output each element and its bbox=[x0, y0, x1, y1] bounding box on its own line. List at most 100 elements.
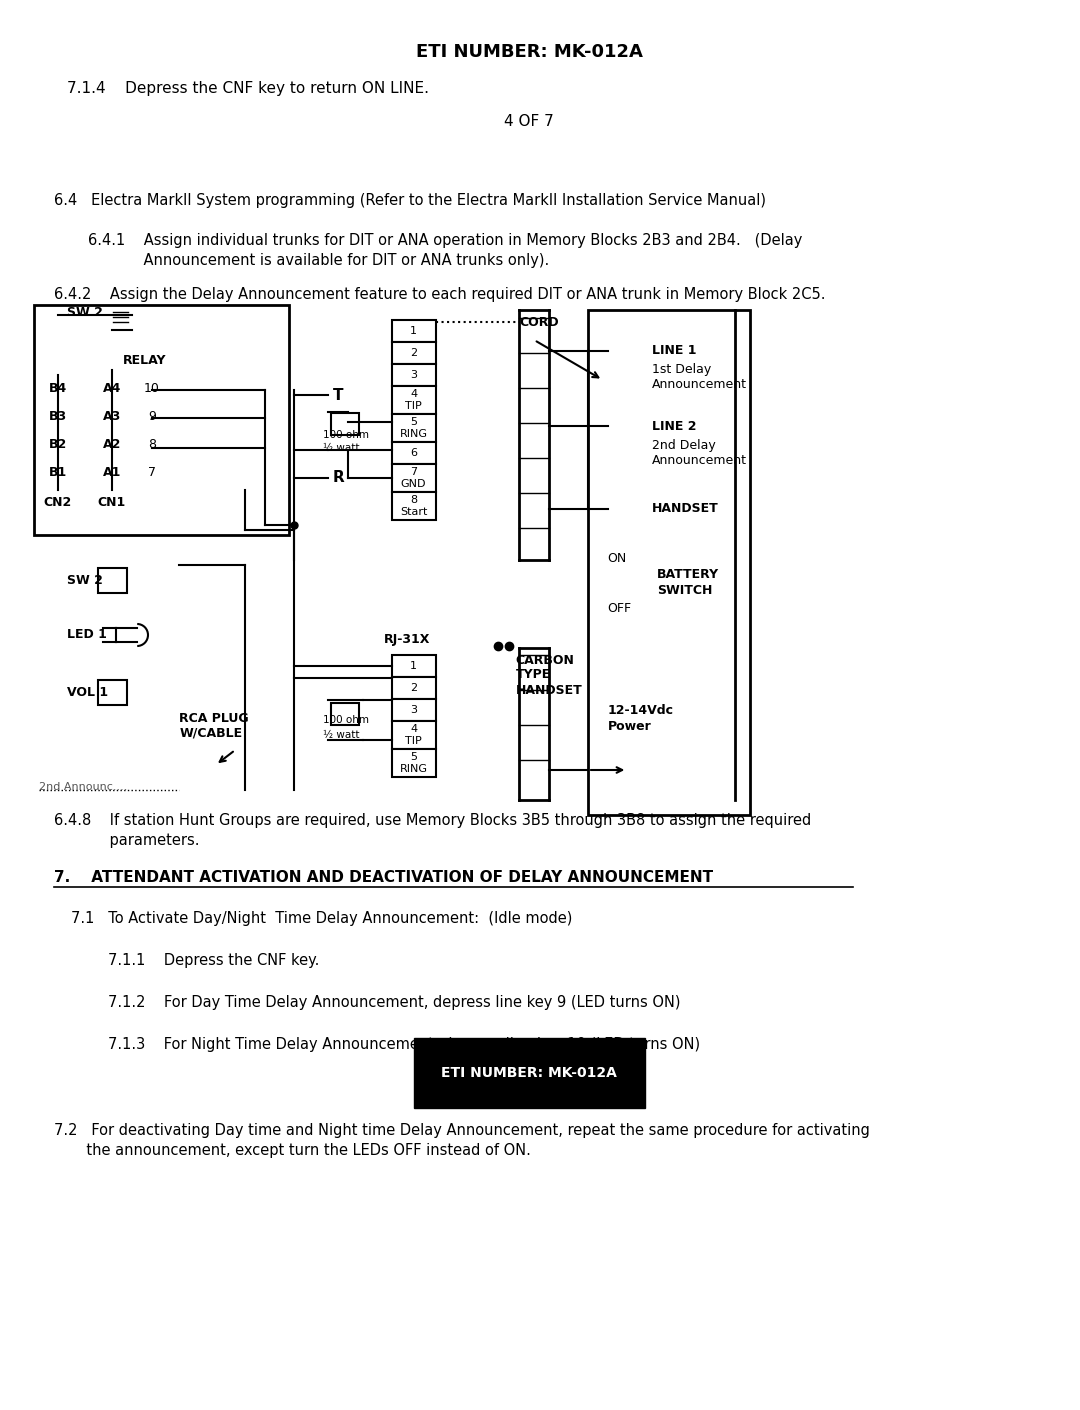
Text: 100 ohm: 100 ohm bbox=[323, 715, 369, 725]
Text: 2: 2 bbox=[410, 348, 417, 358]
Text: 7.2   For deactivating Day time and Night time Delay Announcement, repeat the sa: 7.2 For deactivating Day time and Night … bbox=[54, 1122, 869, 1138]
Text: 8: 8 bbox=[148, 439, 156, 451]
Text: 4
TIP: 4 TIP bbox=[405, 389, 422, 410]
Text: OFF: OFF bbox=[608, 602, 632, 615]
Text: BATTERY: BATTERY bbox=[657, 568, 719, 581]
Text: RCA PLUG: RCA PLUG bbox=[179, 712, 249, 725]
Text: A3: A3 bbox=[103, 410, 121, 423]
Text: RJ-31X: RJ-31X bbox=[383, 633, 430, 647]
Text: 6: 6 bbox=[410, 448, 417, 458]
Text: Announcement: Announcement bbox=[651, 454, 746, 467]
Text: 6.4.2    Assign the Delay Announcement feature to each required DIT or ANA trunk: 6.4.2 Assign the Delay Announcement feat… bbox=[54, 288, 825, 303]
Bar bbox=[392, 492, 436, 520]
Bar bbox=[332, 413, 359, 436]
Text: LINE 2: LINE 2 bbox=[651, 420, 697, 433]
Text: 7.1.3    For Night Time Delay Announcement, depress line key 10 (LED turns ON): 7.1.3 For Night Time Delay Announcement,… bbox=[108, 1036, 700, 1052]
Text: ON: ON bbox=[608, 551, 626, 564]
Text: CARBON: CARBON bbox=[515, 653, 575, 667]
Text: R: R bbox=[333, 471, 345, 485]
Text: 7.1.4    Depress the CNF key to return ON LINE.: 7.1.4 Depress the CNF key to return ON L… bbox=[67, 80, 429, 96]
Text: 10: 10 bbox=[144, 382, 160, 395]
Text: Power: Power bbox=[608, 719, 651, 733]
Text: 7.1   To Activate Day/Night  Time Delay Announcement:  (Idle mode): 7.1 To Activate Day/Night Time Delay Ann… bbox=[70, 911, 572, 925]
Text: SWITCH: SWITCH bbox=[657, 584, 712, 596]
Text: A2: A2 bbox=[103, 439, 121, 451]
Text: 2nd Announc....: 2nd Announc.... bbox=[39, 783, 127, 792]
Bar bbox=[588, 310, 750, 815]
Text: SW 2: SW 2 bbox=[67, 306, 103, 320]
Text: 7.1.2    For Day Time Delay Announcement, depress line key 9 (LED turns ON): 7.1.2 For Day Time Delay Announcement, d… bbox=[108, 994, 680, 1010]
Bar bbox=[392, 320, 436, 343]
Text: 12-14Vdc: 12-14Vdc bbox=[608, 704, 674, 716]
Text: parameters.: parameters. bbox=[54, 832, 200, 847]
Bar bbox=[392, 656, 436, 677]
Bar bbox=[35, 305, 289, 534]
Text: ETI NUMBER: MK-012A: ETI NUMBER: MK-012A bbox=[442, 1066, 617, 1080]
Text: TYPE: TYPE bbox=[515, 668, 551, 681]
Bar bbox=[392, 386, 436, 415]
Text: 9: 9 bbox=[148, 410, 156, 423]
Text: 2: 2 bbox=[410, 682, 417, 692]
Bar bbox=[392, 343, 436, 364]
Text: A1: A1 bbox=[103, 467, 121, 479]
Text: 7
GND: 7 GND bbox=[401, 467, 427, 489]
Text: 5
RING: 5 RING bbox=[400, 752, 428, 774]
Bar bbox=[392, 721, 436, 749]
Text: 1: 1 bbox=[410, 326, 417, 336]
Text: HANDSET: HANDSET bbox=[515, 684, 582, 697]
Text: HANDSET: HANDSET bbox=[651, 502, 718, 516]
Text: ½ watt: ½ watt bbox=[323, 730, 360, 740]
Text: B4: B4 bbox=[49, 382, 67, 395]
Bar bbox=[392, 677, 436, 699]
Text: T: T bbox=[333, 388, 343, 402]
Text: the announcement, except turn the LEDs OFF instead of ON.: the announcement, except turn the LEDs O… bbox=[54, 1142, 530, 1158]
Text: B1: B1 bbox=[49, 467, 67, 479]
Text: 1st Delay: 1st Delay bbox=[651, 364, 711, 376]
Bar bbox=[39, 462, 77, 484]
Text: 5
RING: 5 RING bbox=[400, 417, 428, 439]
Bar bbox=[392, 749, 436, 777]
Text: 3: 3 bbox=[410, 705, 417, 715]
Text: VOL 1: VOL 1 bbox=[67, 685, 108, 698]
Text: 6.4.1    Assign individual trunks for DIT or ANA operation in Memory Blocks 2B3 : 6.4.1 Assign individual trunks for DIT o… bbox=[89, 233, 802, 248]
Bar bbox=[631, 565, 651, 601]
Text: B3: B3 bbox=[49, 410, 67, 423]
Text: 8
Start: 8 Start bbox=[400, 495, 428, 517]
Text: 7: 7 bbox=[148, 467, 156, 479]
Text: B2: B2 bbox=[49, 439, 67, 451]
Text: 6.4.8    If station Hunt Groups are required, use Memory Blocks 3B5 through 3B8 : 6.4.8 If station Hunt Groups are require… bbox=[54, 812, 811, 828]
Bar bbox=[39, 434, 77, 455]
Text: CN2: CN2 bbox=[43, 495, 72, 509]
Bar bbox=[93, 378, 131, 400]
Text: CORD: CORD bbox=[519, 316, 559, 329]
Bar bbox=[392, 699, 436, 721]
Text: LINE 1: LINE 1 bbox=[651, 344, 697, 358]
Text: 4 OF 7: 4 OF 7 bbox=[504, 114, 554, 130]
Text: 100 ohm: 100 ohm bbox=[323, 430, 369, 440]
Bar bbox=[93, 434, 131, 455]
Bar bbox=[93, 406, 131, 429]
Text: 4
TIP: 4 TIP bbox=[405, 725, 422, 746]
Text: 7.1.1    Depress the CNF key.: 7.1.1 Depress the CNF key. bbox=[108, 953, 320, 967]
Bar bbox=[640, 773, 653, 783]
Bar bbox=[93, 462, 131, 484]
Bar bbox=[110, 307, 132, 326]
Text: 1: 1 bbox=[410, 661, 417, 671]
Text: Announcement is available for DIT or ANA trunks only).: Announcement is available for DIT or ANA… bbox=[89, 252, 550, 268]
Text: 3: 3 bbox=[410, 369, 417, 381]
Bar bbox=[392, 441, 436, 464]
Text: ETI NUMBER: MK-012A: ETI NUMBER: MK-012A bbox=[416, 42, 643, 61]
Text: SW 2: SW 2 bbox=[67, 574, 103, 587]
Bar bbox=[98, 680, 127, 705]
Bar bbox=[608, 498, 642, 520]
Bar bbox=[392, 464, 436, 492]
Text: CN1: CN1 bbox=[97, 495, 126, 509]
Text: ½ watt: ½ watt bbox=[323, 443, 360, 453]
Bar bbox=[39, 378, 77, 400]
Bar bbox=[39, 406, 77, 429]
Text: LED 1: LED 1 bbox=[67, 629, 107, 642]
Bar bbox=[392, 415, 436, 441]
Text: 7.    ATTENDANT ACTIVATION AND DEACTIVATION OF DELAY ANNOUNCEMENT: 7. ATTENDANT ACTIVATION AND DEACTIVATION… bbox=[54, 870, 713, 885]
Text: W/CABLE: W/CABLE bbox=[179, 726, 243, 739]
Text: RELAY: RELAY bbox=[123, 354, 166, 367]
